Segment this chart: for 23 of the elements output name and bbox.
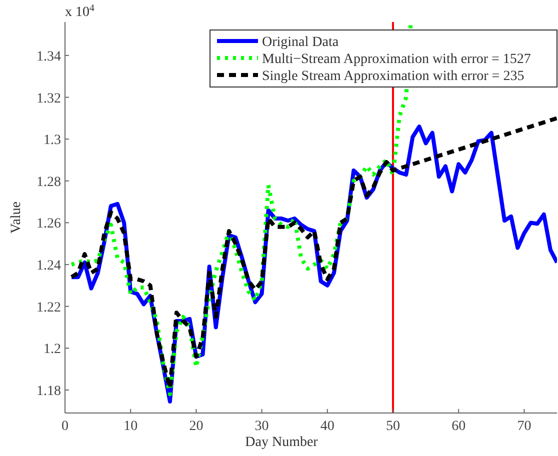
y-tick-label: 1.2 <box>44 342 61 358</box>
x-tick-label: 30 <box>254 419 269 434</box>
legend-label: Multi−Stream Approximation with error = 1527 <box>262 52 531 67</box>
x-tick-label: 0 <box>62 419 68 434</box>
x-tick-label: 20 <box>189 419 204 434</box>
legend-label: Single Stream Approximation with error = 235 <box>262 69 524 84</box>
legend-label: Original Data <box>262 35 340 50</box>
y-tick-label: 1.22 <box>36 300 61 316</box>
y-tick-label: 1.24 <box>36 258 61 274</box>
x-tick-label: 40 <box>320 419 334 434</box>
x-axis-title: Day Number <box>245 435 318 450</box>
y-tick-label: 1.34 <box>36 49 61 64</box>
y-axis-title: Value <box>9 202 24 234</box>
x-tick-label: 10 <box>124 419 138 434</box>
y-tick-label: 1.26 <box>36 216 61 232</box>
y-tick-label: 1.18 <box>36 384 61 399</box>
x-tick-label: 60 <box>452 419 466 434</box>
x-tick-label: 70 <box>517 419 532 434</box>
y-tick-label: 1.28 <box>36 174 61 190</box>
y-tick-label: 1.32 <box>36 91 61 106</box>
text: x 10$^{4}$ <box>65 2 94 20</box>
x-tick-label: 50 <box>386 419 400 434</box>
y-tick-label: 1.3 <box>44 133 61 148</box>
